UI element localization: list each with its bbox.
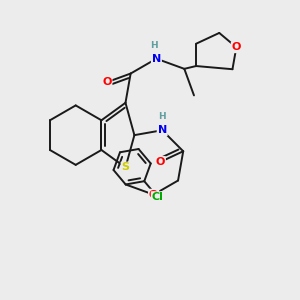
Text: O: O — [232, 42, 241, 52]
Text: S: S — [122, 163, 130, 172]
Text: N: N — [158, 125, 167, 135]
Text: O: O — [102, 77, 112, 87]
Text: N: N — [152, 54, 161, 64]
Text: H: H — [158, 112, 166, 122]
Text: O: O — [156, 157, 165, 167]
Text: H: H — [150, 41, 158, 50]
Text: Cl: Cl — [152, 192, 164, 202]
Text: O: O — [149, 190, 158, 200]
